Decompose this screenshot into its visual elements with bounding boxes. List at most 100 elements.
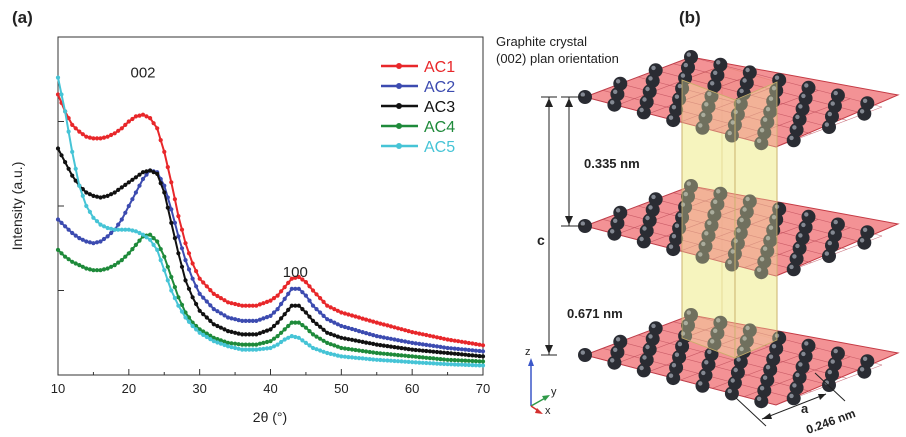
legend-item-ac3: AC3 [381, 99, 455, 116]
data-point [55, 217, 61, 222]
data-point [105, 266, 110, 271]
data-point [282, 337, 287, 342]
data-point [360, 356, 365, 361]
data-point [353, 314, 358, 319]
data-point [449, 351, 454, 356]
data-point [289, 286, 294, 291]
data-point [201, 312, 206, 317]
data-point [66, 116, 71, 121]
diagram-title-line2: (002) plan orientation [496, 51, 619, 66]
data-point [257, 317, 262, 322]
axis-x-label: x [545, 405, 551, 417]
carbon-atom [789, 380, 804, 395]
data-point [87, 267, 92, 272]
data-point [123, 254, 128, 259]
data-point [307, 343, 312, 348]
data-point [208, 288, 213, 293]
data-point [204, 334, 209, 340]
data-point [463, 352, 468, 357]
data-point [395, 326, 401, 331]
data-point [268, 313, 273, 318]
data-point [406, 329, 411, 334]
data-point [183, 310, 188, 315]
data-point [243, 342, 248, 347]
data-point [395, 359, 401, 364]
data-point [296, 286, 301, 291]
data-point [427, 333, 432, 338]
carbon-atom [648, 192, 663, 207]
data-point [162, 183, 167, 188]
dimension-c: c [537, 96, 557, 356]
graphite-diagram: (b) Graphite crystal (002) plan orientat… [496, 8, 900, 437]
data-point [381, 358, 386, 363]
data-point [275, 307, 280, 312]
data-point [254, 332, 259, 337]
data-point [282, 296, 287, 301]
peak-label: 002 [130, 65, 155, 82]
legend-label: AC3 [424, 99, 455, 116]
data-point [300, 307, 305, 312]
data-point [264, 315, 270, 320]
carbon-atom [613, 205, 628, 220]
data-point [190, 323, 195, 329]
data-point [179, 227, 185, 232]
data-point [70, 122, 75, 127]
data-point [307, 314, 312, 319]
data-point [229, 341, 234, 346]
data-point [204, 331, 209, 336]
data-point [130, 116, 135, 122]
data-point [342, 336, 347, 341]
data-point [172, 296, 177, 301]
diagram-title-line1: Graphite crystal [496, 34, 587, 49]
data-point [218, 311, 223, 316]
data-point [441, 357, 447, 362]
carbon-atom [860, 354, 875, 369]
legend-marker [396, 123, 402, 129]
data-point [77, 263, 82, 268]
data-point [133, 114, 138, 119]
data-point [162, 149, 167, 154]
data-point [70, 173, 75, 178]
data-point [459, 347, 464, 352]
data-point [172, 220, 177, 225]
data-point [452, 351, 457, 356]
data-point [215, 340, 220, 345]
data-point [342, 346, 347, 351]
data-point [84, 239, 89, 244]
data-point [240, 332, 245, 337]
data-point [261, 316, 266, 321]
data-point [332, 307, 337, 312]
data-point [176, 303, 181, 308]
data-point [165, 264, 170, 269]
data-point [123, 122, 128, 127]
data-point [169, 207, 174, 212]
data-point [378, 343, 383, 348]
data-point [388, 344, 393, 349]
data-point [349, 337, 355, 342]
data-point [441, 336, 447, 341]
data-point [452, 362, 457, 367]
column-front [681, 79, 778, 359]
data-point [243, 347, 248, 352]
data-point [215, 309, 220, 314]
data-point [356, 339, 362, 344]
data-point [403, 359, 408, 364]
xrd-chart: (a) 10 20 30 40 50 60 70 2θ (°) Intensity (a.u… [9, 8, 490, 425]
graphene-planes [578, 50, 900, 409]
data-point [109, 226, 114, 231]
data-point [300, 290, 305, 295]
data-point [360, 348, 365, 354]
data-point [59, 220, 64, 225]
data-point [257, 341, 262, 346]
data-point [438, 350, 443, 355]
data-point [282, 285, 287, 290]
data-point [456, 339, 461, 344]
data-point [130, 197, 135, 202]
data-point [144, 169, 149, 174]
data-point [109, 132, 114, 138]
data-point [84, 266, 89, 271]
data-point [94, 194, 100, 199]
data-point [385, 323, 390, 328]
data-point [194, 269, 199, 274]
data-point [413, 354, 418, 359]
